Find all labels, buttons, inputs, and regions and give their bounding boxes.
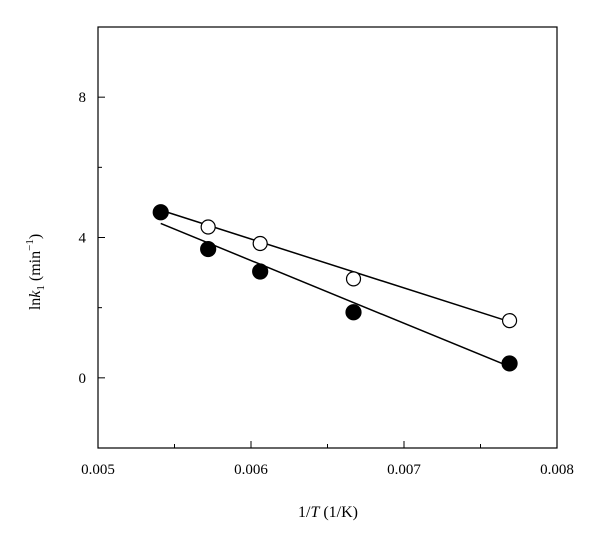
x-tick-label: 0.007 (387, 462, 421, 478)
filled-data-point (152, 204, 169, 221)
filled-data-point (345, 304, 362, 321)
x-tick-label: 0.005 (81, 462, 115, 478)
x-tick-label: 0.008 (540, 462, 574, 478)
x-tick-label: 0.006 (234, 462, 268, 478)
y-tick-label: 8 (79, 90, 87, 106)
x-axis-title: 1/T (1/K) (298, 504, 358, 521)
filled-series-fit-line (160, 222, 510, 368)
y-tick-label: 4 (79, 231, 87, 247)
ticks-layer: 0.005 0.006 0.007 0.008 0 4 8 (79, 26, 574, 478)
open-data-point (200, 219, 216, 235)
open-series-fit-line (160, 209, 510, 323)
plot-frame (97, 26, 558, 449)
filled-data-point (252, 263, 269, 280)
y-axis-title: lnk1 (min−1) (24, 234, 47, 310)
open-data-point (501, 313, 518, 329)
fit-lines-layer (160, 209, 510, 368)
open-data-point (252, 235, 268, 252)
points-layer (152, 204, 518, 372)
y-tick-label: 0 (79, 371, 87, 387)
filled-data-point (501, 355, 518, 372)
filled-data-point (200, 240, 217, 258)
open-data-point (345, 271, 362, 287)
